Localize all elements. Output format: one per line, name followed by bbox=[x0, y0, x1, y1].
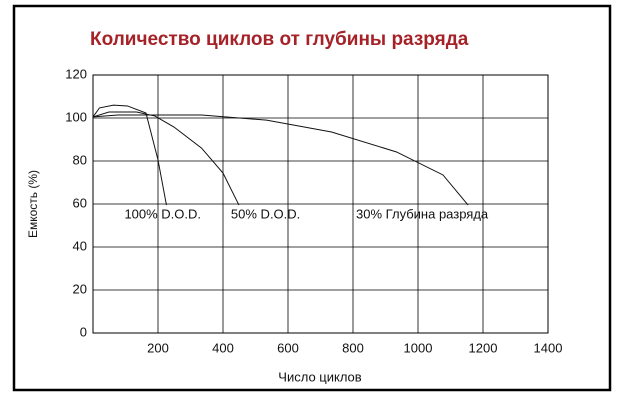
x-tick-label: 1200 bbox=[469, 340, 498, 355]
line bbox=[92, 104, 167, 206]
x-axis-label: Число циклов bbox=[278, 369, 362, 384]
y-tick-label: 0 bbox=[80, 324, 87, 339]
series-label: 50% D.O.D. bbox=[231, 207, 300, 222]
x-tick-label: 1000 bbox=[404, 340, 433, 355]
y-tick-label: 80 bbox=[73, 152, 87, 167]
x-tick-label: 200 bbox=[147, 340, 169, 355]
y-tick-label: 60 bbox=[73, 195, 87, 210]
line bbox=[92, 114, 469, 206]
line bbox=[92, 111, 240, 206]
series-label: 30% Глубина разряда bbox=[356, 207, 489, 222]
x-tick-label: 1400 bbox=[534, 340, 563, 355]
series-label: 100% D.O.D. bbox=[124, 207, 201, 222]
x-tick-label: 800 bbox=[342, 340, 364, 355]
y-axis-label: Емкость (%) bbox=[26, 170, 40, 238]
frame bbox=[12, 4, 612, 392]
chart-title: Количество циклов от глубины разряда bbox=[90, 29, 469, 50]
y-tick-label: 40 bbox=[73, 238, 87, 253]
x-tick-label: 600 bbox=[277, 340, 299, 355]
y-tick-label: 20 bbox=[73, 281, 87, 296]
y-tick-label: 100 bbox=[65, 109, 87, 124]
y-tick-label: 120 bbox=[65, 66, 87, 81]
x-tick-label: 400 bbox=[212, 340, 234, 355]
